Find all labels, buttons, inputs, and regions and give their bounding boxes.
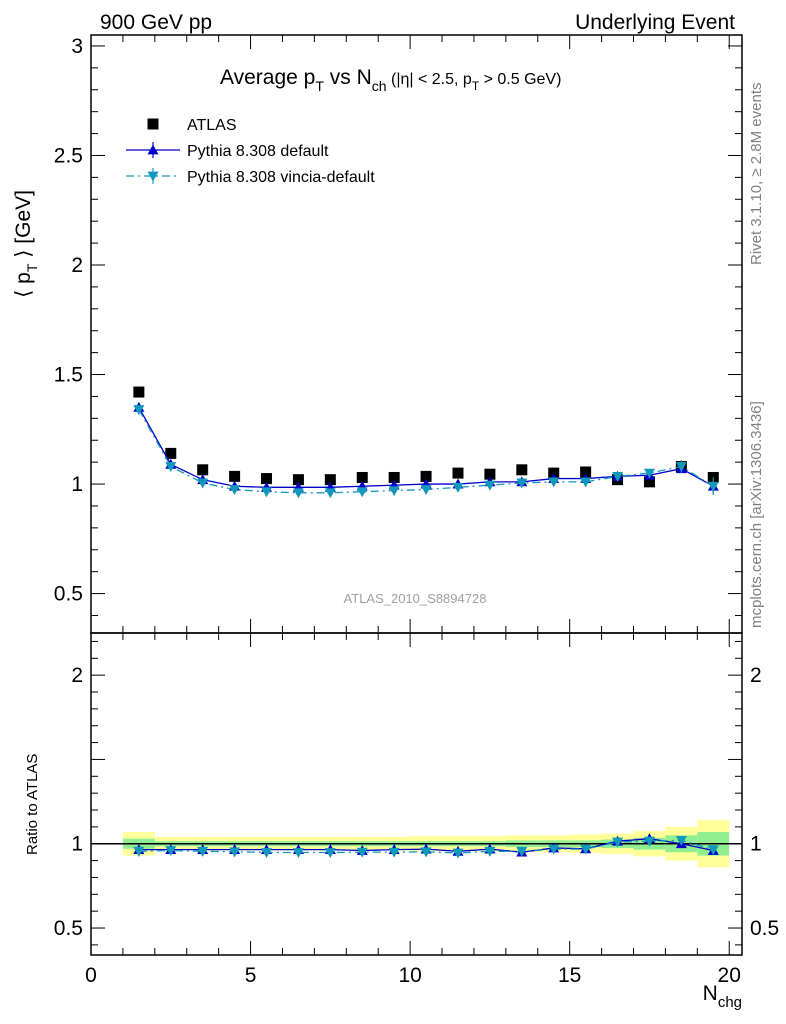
ratio-y-tick-label: 2	[71, 664, 83, 687]
data-point	[388, 486, 400, 497]
data-point	[324, 488, 336, 499]
ratio-y-tick-label: 0.5	[54, 917, 83, 940]
ratio-frame	[90, 632, 743, 956]
data-point	[229, 470, 241, 482]
data-point	[165, 462, 177, 473]
ratio-data-point	[292, 848, 304, 858]
ratio-data-point	[229, 847, 241, 858]
data-point	[165, 447, 177, 459]
data-point	[516, 478, 528, 489]
y-tick-label: 0.5	[54, 583, 83, 606]
mcplots-label: mcplots.cern.ch [arXiv:1306.3436]	[748, 401, 765, 628]
analysis-watermark: ATLAS_2010_S8894728	[344, 591, 487, 606]
data-point	[484, 468, 496, 480]
ratio-y-tick-label: 1	[71, 833, 83, 856]
y-tick-label: 2	[71, 254, 83, 277]
data-point	[356, 487, 368, 498]
legend-entry: Pythia 8.308 default	[126, 142, 329, 160]
legend-marker	[147, 118, 159, 130]
legend-label: Pythia 8.308 vincia-default	[187, 169, 375, 186]
x-tick-label: 5	[245, 964, 257, 987]
ratio-data-point	[484, 846, 496, 857]
x-tick-label: 0	[85, 964, 97, 987]
x-tick-label: 10	[398, 964, 421, 987]
legend-label: Pythia 8.308 default	[187, 143, 329, 160]
data-point	[420, 485, 432, 496]
x-tick-label: 20	[718, 964, 741, 987]
data-point	[356, 471, 368, 483]
ratio-y-label: Ratio to ATLAS	[24, 754, 41, 855]
ratio-y-tick-label-right: 1	[750, 833, 762, 856]
data-point	[229, 485, 241, 496]
ratio-data-point	[133, 846, 145, 857]
data-point	[133, 405, 145, 416]
ratio-data-point	[675, 835, 687, 846]
ratio-data-point	[420, 847, 432, 858]
ratio-data-point	[612, 837, 624, 848]
ratio-series-1	[133, 835, 719, 859]
legend-entry: Pythia 8.308 vincia-default	[126, 168, 375, 186]
data-point	[580, 477, 592, 488]
legend-entry: ATLAS	[147, 117, 237, 134]
ratio-data-point	[261, 848, 273, 858]
series-layer	[133, 386, 719, 859]
main-axis-ticks: 0.5 1 1.5 2 2.5 3	[54, 35, 742, 633]
data-point	[707, 481, 719, 492]
header-right: Underlying Event	[575, 11, 735, 34]
header-left: 900 GeV pp	[100, 11, 212, 34]
y-tick-label: 1.5	[54, 364, 83, 387]
legend-marker	[147, 171, 159, 182]
data-point	[133, 386, 145, 398]
series-1	[133, 401, 719, 493]
data-point	[388, 471, 400, 483]
legend: ATLAS Pythia 8.308 default Pythia 8.308 vi…	[126, 117, 375, 186]
ratio-data-point	[452, 848, 464, 859]
ratio-data-point	[197, 846, 209, 857]
ratio-data-point	[324, 848, 336, 858]
main-y-label: ⟨ pT ⟩ [GeV]	[12, 190, 40, 298]
ratio-data-point	[548, 844, 560, 855]
ratio-data-point	[643, 836, 655, 847]
data-point	[484, 480, 496, 491]
data-point	[197, 478, 209, 489]
data-point	[580, 466, 592, 478]
data-point	[261, 487, 273, 498]
data-point	[420, 470, 432, 482]
ratio-data-point	[356, 847, 368, 858]
y-tick-label: 3	[71, 35, 83, 58]
ratio-data-point	[388, 847, 400, 858]
y-tick-label: 1	[71, 473, 83, 496]
data-point	[675, 462, 687, 473]
data-point	[516, 464, 528, 476]
x-axis-label: Nchg	[703, 982, 742, 1011]
main-title: Average pT vs Nch (|η| < 2.5, pT > 0.5 G…	[220, 66, 561, 94]
data-point	[643, 476, 655, 488]
data-point	[452, 482, 464, 493]
rivet-label: Rivet 3.1.10, ≥ 2.8M events	[748, 83, 765, 266]
series-0	[133, 386, 719, 488]
data-point	[261, 473, 273, 485]
ratio-axis-ticks: 0.5 0.51 12 20 5 10 15 20	[54, 633, 779, 987]
data-point	[292, 488, 304, 499]
ratio-data-point	[165, 846, 177, 856]
ratio-y-tick-label-right: 0.5	[750, 917, 779, 940]
data-point	[452, 467, 464, 479]
data-point	[643, 468, 655, 479]
data-point	[324, 474, 336, 486]
x-tick-label: 15	[558, 964, 581, 987]
y-tick-label: 2.5	[54, 144, 83, 167]
ratio-data-point	[516, 846, 528, 857]
data-point	[292, 474, 304, 486]
data-point	[612, 471, 624, 482]
legend-label: ATLAS	[187, 117, 237, 134]
legend-marker	[147, 144, 159, 155]
ratio-data-point	[580, 844, 592, 855]
series-2	[133, 405, 719, 499]
ratio-y-tick-label-right: 2	[750, 664, 762, 687]
ratio-data-point	[707, 845, 719, 856]
data-point	[548, 477, 560, 488]
data-point	[197, 464, 209, 476]
